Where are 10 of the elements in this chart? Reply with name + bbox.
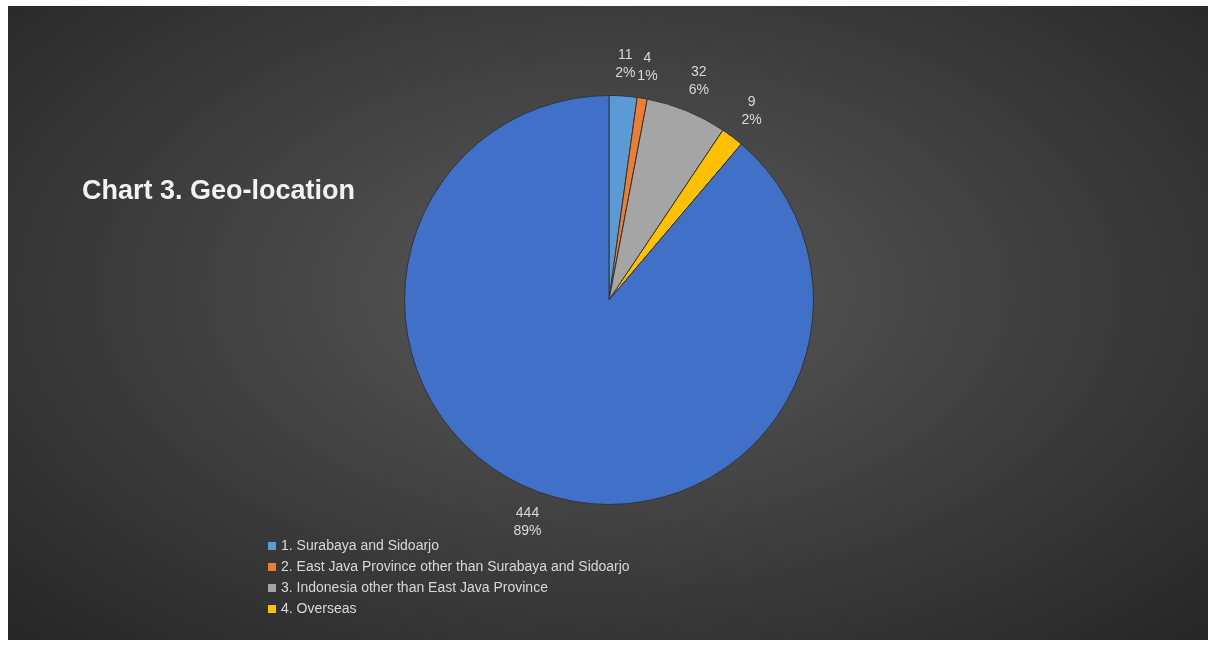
data-label: 9 2% [741, 93, 762, 128]
data-label: 4 1% [637, 48, 658, 83]
legend-label: 2. East Java Province other than Surabaya and Sidoarjo [281, 557, 630, 574]
data-label: 32 6% [688, 63, 709, 98]
data-label: 11 2% [615, 45, 636, 80]
legend-label: 4. Overseas [281, 599, 357, 616]
text: Chart 3. Geo-location [82, 175, 356, 206]
data-label: 444 89% [513, 503, 542, 538]
legend-label: 3. Indonesia other than East Java Province [281, 578, 549, 595]
legend-label: 1. Surabaya and Sidoarjo [281, 536, 440, 553]
